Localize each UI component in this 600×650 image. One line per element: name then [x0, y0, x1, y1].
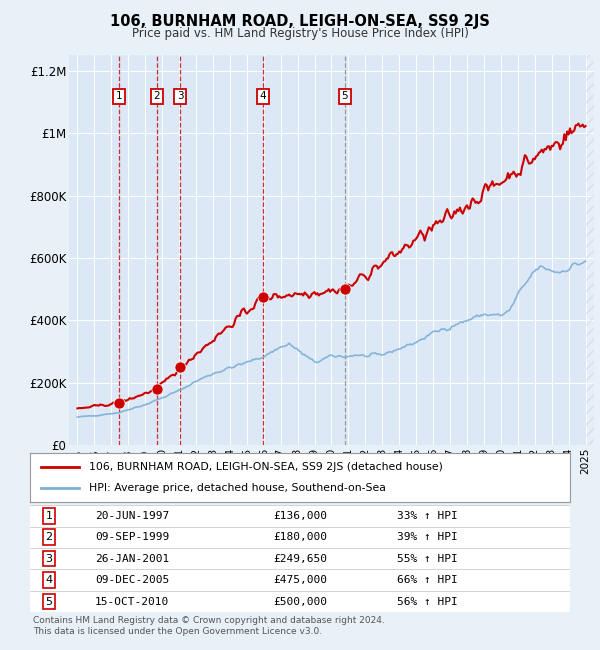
- Bar: [586, 55, 594, 445]
- Text: 33% ↑ HPI: 33% ↑ HPI: [397, 511, 458, 521]
- Text: 09-SEP-1999: 09-SEP-1999: [95, 532, 169, 542]
- Text: 39% ↑ HPI: 39% ↑ HPI: [397, 532, 458, 542]
- Text: 4: 4: [46, 575, 52, 585]
- Text: 26-JAN-2001: 26-JAN-2001: [95, 554, 169, 564]
- Text: 15-OCT-2010: 15-OCT-2010: [95, 597, 169, 606]
- Text: 106, BURNHAM ROAD, LEIGH-ON-SEA, SS9 2JS (detached house): 106, BURNHAM ROAD, LEIGH-ON-SEA, SS9 2JS…: [89, 462, 443, 472]
- Text: 1: 1: [46, 511, 52, 521]
- Text: 2: 2: [154, 91, 160, 101]
- Text: 5: 5: [341, 91, 348, 101]
- Text: 55% ↑ HPI: 55% ↑ HPI: [397, 554, 458, 564]
- Text: 66% ↑ HPI: 66% ↑ HPI: [397, 575, 458, 585]
- Text: £180,000: £180,000: [273, 532, 327, 542]
- Text: 09-DEC-2005: 09-DEC-2005: [95, 575, 169, 585]
- Text: HPI: Average price, detached house, Southend-on-Sea: HPI: Average price, detached house, Sout…: [89, 483, 386, 493]
- Text: 20-JUN-1997: 20-JUN-1997: [95, 511, 169, 521]
- Text: 5: 5: [46, 597, 52, 606]
- Text: Contains HM Land Registry data © Crown copyright and database right 2024.: Contains HM Land Registry data © Crown c…: [33, 616, 385, 625]
- Text: This data is licensed under the Open Government Licence v3.0.: This data is licensed under the Open Gov…: [33, 627, 322, 636]
- Text: Price paid vs. HM Land Registry's House Price Index (HPI): Price paid vs. HM Land Registry's House …: [131, 27, 469, 40]
- Text: £136,000: £136,000: [273, 511, 327, 521]
- Text: 3: 3: [46, 554, 52, 564]
- Text: £475,000: £475,000: [273, 575, 327, 585]
- Text: 2: 2: [46, 532, 52, 542]
- Text: £500,000: £500,000: [273, 597, 327, 606]
- Text: 106, BURNHAM ROAD, LEIGH-ON-SEA, SS9 2JS: 106, BURNHAM ROAD, LEIGH-ON-SEA, SS9 2JS: [110, 14, 490, 29]
- Text: 3: 3: [177, 91, 184, 101]
- Text: £249,650: £249,650: [273, 554, 327, 564]
- Text: 56% ↑ HPI: 56% ↑ HPI: [397, 597, 458, 606]
- Text: 1: 1: [116, 91, 122, 101]
- Text: 4: 4: [259, 91, 266, 101]
